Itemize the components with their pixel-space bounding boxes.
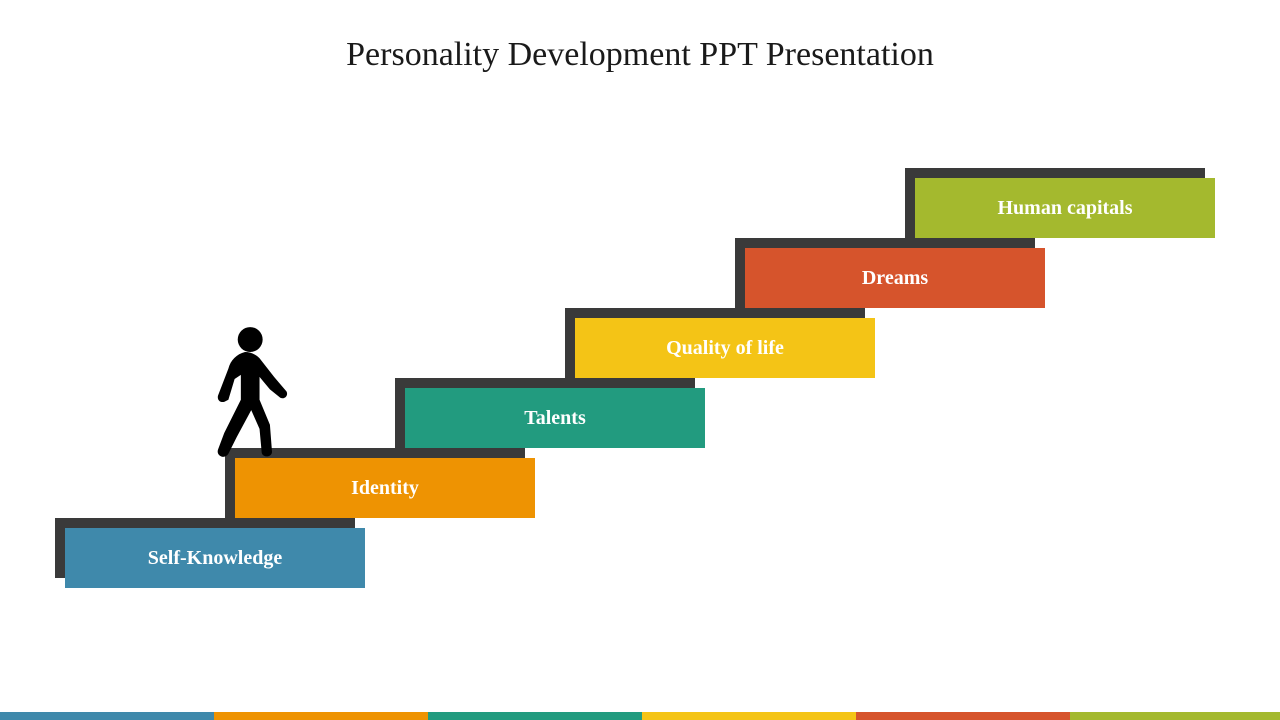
walking-person-icon: [190, 325, 300, 460]
bottom-color-strip: [0, 712, 1280, 720]
stair-step-0: Self-Knowledge: [65, 528, 365, 588]
strip-segment-1: [214, 712, 428, 720]
stair-step-4: Dreams: [745, 248, 1045, 308]
strip-segment-4: [856, 712, 1070, 720]
strip-segment-2: [428, 712, 642, 720]
strip-segment-3: [642, 712, 856, 720]
stair-step-1: Identity: [235, 458, 535, 518]
strip-segment-5: [1070, 712, 1280, 720]
stair-step-5: Human capitals: [915, 178, 1215, 238]
stair-step-3: Quality of life: [575, 318, 875, 378]
strip-segment-0: [0, 712, 214, 720]
stair-step-2: Talents: [405, 388, 705, 448]
